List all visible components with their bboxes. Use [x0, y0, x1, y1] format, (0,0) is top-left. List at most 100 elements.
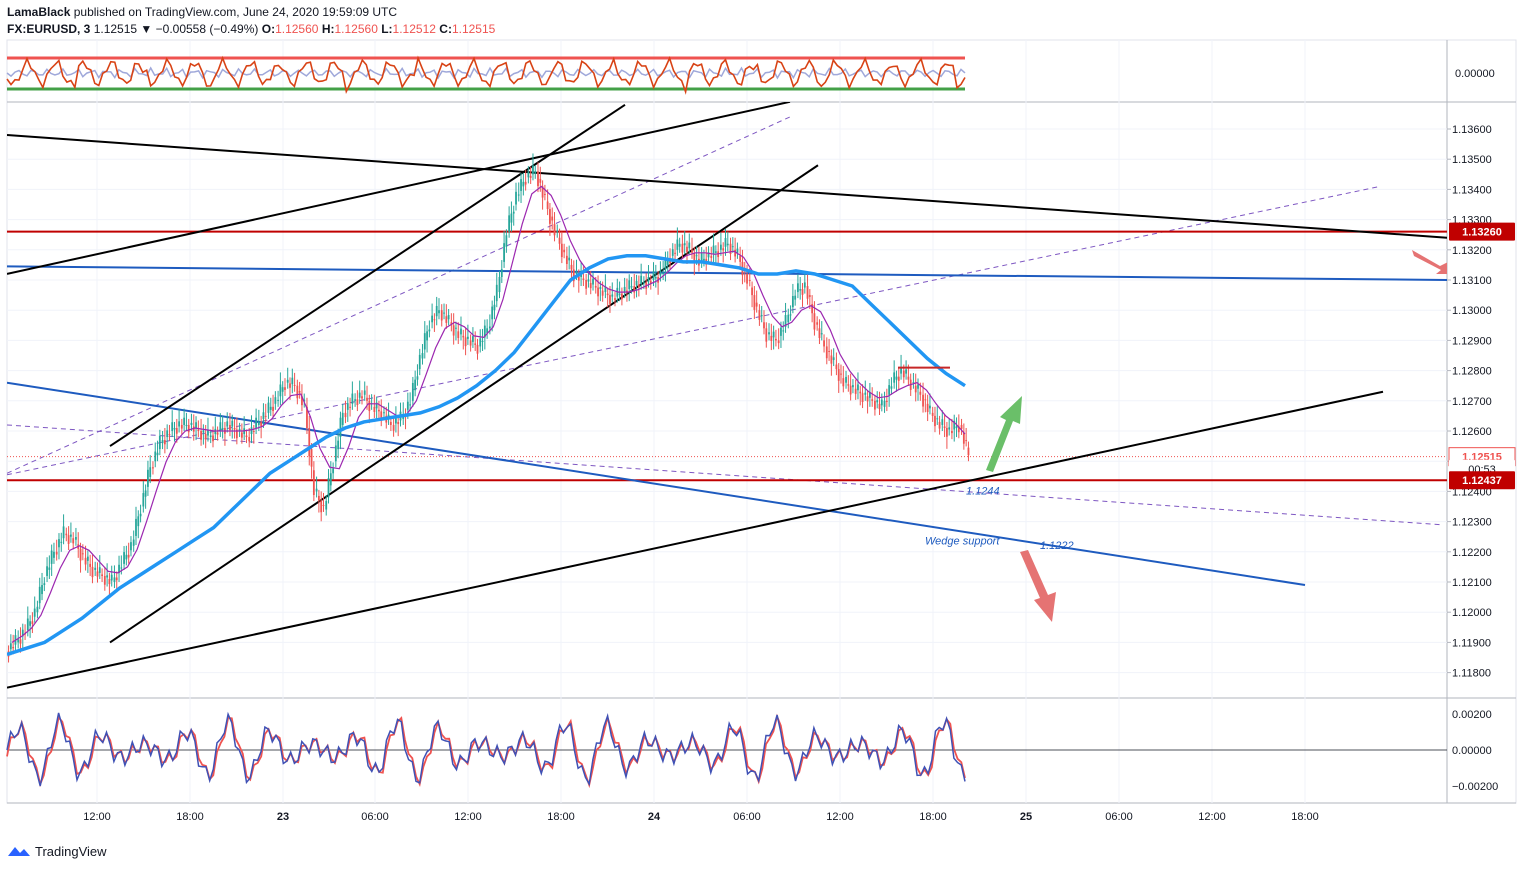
candle-body	[905, 369, 907, 374]
resistance-price-badge-bg	[1449, 222, 1515, 241]
candle-body	[479, 338, 482, 347]
candle-body	[515, 191, 517, 205]
candle-body	[346, 403, 349, 410]
candle-body	[366, 397, 368, 401]
candle-body	[168, 434, 171, 436]
candle-body	[568, 257, 571, 261]
candle-body	[840, 373, 842, 375]
x-tick-label: 18:00	[547, 811, 575, 823]
candle-body	[325, 501, 328, 510]
candle-body	[654, 276, 657, 279]
candle-body	[575, 271, 578, 274]
candle-body	[166, 430, 169, 438]
x-tick-label: 12:00	[83, 811, 111, 823]
candle-body	[945, 427, 948, 437]
wedge-support-label: Wedge support	[925, 535, 1000, 547]
candle-body	[797, 283, 799, 293]
candle-body	[361, 396, 363, 399]
candle-body	[29, 621, 32, 626]
tradingview-logo[interactable]: TradingView	[7, 843, 107, 859]
candle-body	[156, 452, 159, 456]
candle-body	[669, 260, 671, 264]
candle-body	[943, 426, 946, 428]
tradingview-icon	[8, 847, 30, 856]
candle-body	[334, 445, 337, 462]
candle-body	[67, 535, 70, 544]
candle-body	[948, 427, 951, 430]
x-tick-label: 06:00	[1105, 811, 1133, 823]
candle-body	[395, 418, 397, 424]
rsi-line	[6, 55, 966, 95]
candle-body	[250, 427, 253, 435]
candle-body	[753, 295, 756, 310]
candle-body	[229, 424, 231, 431]
candle-body	[216, 432, 219, 435]
candle-body	[520, 179, 522, 191]
candle-body	[551, 216, 554, 221]
candle-body	[476, 344, 479, 354]
candle-body	[861, 393, 864, 403]
y-tick-label: 1.12000	[1452, 607, 1492, 619]
x-tick-label: 18:00	[1291, 811, 1319, 823]
candle-body	[760, 315, 763, 317]
candle-body	[845, 376, 847, 383]
candle-body	[589, 283, 592, 289]
candle-body	[339, 417, 342, 438]
candle-body	[178, 421, 180, 427]
candle-body	[517, 194, 520, 196]
candle-body	[349, 406, 351, 408]
publisher-line: LamaBlack published on TradingView.com, …	[7, 5, 397, 19]
candle-body	[195, 422, 197, 428]
candle-body	[277, 399, 279, 401]
x-tick-label: 12:00	[826, 811, 854, 823]
candle-body	[739, 255, 742, 262]
candle-body	[26, 618, 29, 631]
y-tick-label: 1.13100	[1452, 275, 1492, 287]
candle-body	[849, 385, 852, 395]
candle-body	[726, 243, 729, 246]
candle-body	[383, 412, 385, 414]
candle-body	[606, 293, 609, 296]
candle-body	[48, 567, 51, 570]
x-tick-label: 06:00	[361, 811, 389, 823]
x-tick-label: 18:00	[919, 811, 947, 823]
candle-body	[532, 165, 534, 175]
candle-body	[508, 215, 511, 232]
candle-body	[416, 376, 419, 380]
wedge-support-line	[7, 381, 1306, 587]
candle-body	[428, 329, 431, 332]
candle-body	[144, 490, 147, 497]
candle-body	[659, 270, 662, 276]
candle-body	[808, 295, 811, 297]
candle-body	[609, 295, 611, 304]
candle-body	[411, 382, 414, 401]
author[interactable]: LamaBlack	[7, 5, 71, 19]
candle-body	[431, 315, 434, 323]
support-price-badge-bg	[1449, 471, 1515, 490]
candle-body	[719, 244, 722, 250]
candle-body	[19, 639, 22, 644]
candle-body	[700, 253, 703, 262]
chart-border	[6, 39, 1517, 804]
candle-body	[683, 243, 686, 246]
y-tick-label: 1.13400	[1452, 184, 1492, 196]
symbol[interactable]: FX:EURUSD, 3	[7, 22, 91, 36]
candle-body	[582, 278, 585, 280]
candle-body	[219, 422, 222, 431]
candle-body	[472, 336, 474, 342]
candle-body	[630, 286, 633, 288]
candle-body	[828, 350, 830, 352]
candle-body	[498, 276, 501, 293]
candle-body	[678, 243, 681, 247]
candle-body	[880, 399, 883, 406]
candle-body	[897, 376, 900, 381]
candle-body	[269, 406, 272, 410]
candle-body	[132, 539, 135, 546]
candle-body	[60, 541, 63, 543]
candle-body	[917, 384, 919, 389]
candle-body	[235, 429, 238, 439]
candle-body	[296, 385, 299, 399]
candle-body	[207, 429, 209, 436]
candle-body	[784, 315, 787, 327]
